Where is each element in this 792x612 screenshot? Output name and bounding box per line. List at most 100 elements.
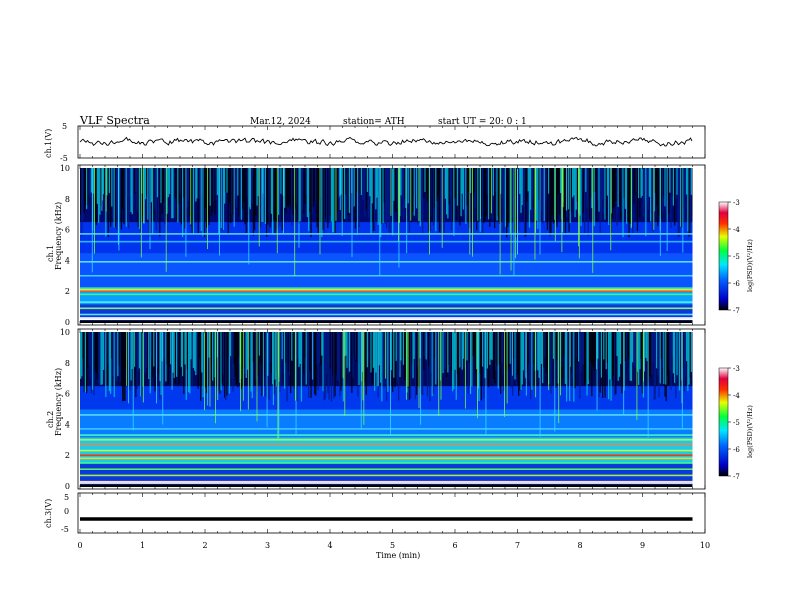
spectrogram-streak	[120, 168, 123, 230]
spectrogram-spike	[399, 332, 401, 378]
spectrogram-streak	[606, 168, 609, 196]
spectrogram-streak	[460, 168, 462, 217]
spectrogram-streak	[87, 332, 89, 368]
spectrogram-line	[80, 443, 693, 446]
spectrogram-spike	[464, 332, 466, 409]
spectrogram-streak	[141, 332, 143, 397]
spectrogram-streak	[194, 332, 196, 371]
spectrogram-spike	[262, 168, 264, 223]
spectrogram-streak	[284, 332, 286, 389]
spectrogram-streak	[660, 168, 663, 219]
spectrogram-streak	[630, 332, 633, 382]
ch2-spec-ylabel-frequency: Frequency (kHz)	[54, 368, 63, 436]
spectrogram-spike	[514, 168, 516, 259]
spectrogram-streak	[246, 168, 249, 197]
spectrogram-streak	[104, 168, 106, 199]
spectrogram-streak	[598, 332, 600, 397]
spectrogram-streak	[423, 332, 425, 371]
spectrogram-streak	[671, 168, 673, 197]
spectrogram-streak	[179, 332, 181, 376]
spectrogram-streak	[318, 168, 321, 200]
colorbar-ch1: -3 -4 -5 -6 -7 log(PSD)(V²/Hz)	[718, 199, 754, 315]
spectrogram-streak	[496, 168, 498, 221]
spectrogram-line	[80, 457, 693, 460]
spectrogram-streak	[662, 332, 664, 368]
spectrogram-streak	[582, 168, 585, 213]
spectrogram-streak	[430, 168, 432, 216]
spectrogram-streak	[200, 168, 202, 223]
spectrogram-line	[80, 449, 693, 452]
spectrogram-streak	[194, 168, 196, 197]
spectrogram-streak	[431, 168, 433, 222]
x-tick-label: 8	[577, 541, 582, 550]
colorbar-tick-label: -5	[733, 419, 740, 427]
spectrogram-streak	[495, 168, 497, 193]
spectrogram-streak	[113, 332, 115, 398]
spectrogram-streak	[549, 332, 551, 383]
spectrogram-streak	[309, 168, 311, 212]
spectrogram-streak	[165, 332, 167, 382]
spectrogram-spike	[148, 332, 150, 380]
spectrogram-streak	[268, 168, 270, 232]
spectrogram-streak	[347, 168, 349, 216]
spectrogram-streak	[218, 332, 220, 391]
spectrogram-streak	[176, 168, 178, 221]
spectrogram-streak	[465, 332, 467, 365]
spectrogram-streak	[605, 168, 607, 220]
spectrogram-spike	[117, 168, 119, 245]
spectrogram-streak	[111, 168, 113, 207]
spectrogram-streak	[387, 168, 389, 221]
spectrogram-streak	[540, 332, 543, 364]
spectrogram-streak	[442, 168, 444, 223]
ch1-ylabel: ch.1(V)	[44, 129, 53, 158]
spectrogram-streak	[489, 332, 491, 365]
spectrogram-streak	[484, 332, 486, 379]
spectrogram-streak	[286, 332, 288, 402]
spectrogram-spike	[342, 332, 344, 379]
spectrogram-streak	[528, 332, 531, 381]
spectrogram-spike	[149, 168, 151, 250]
spectrogram-streak	[336, 332, 339, 380]
spectrogram-streak	[664, 168, 666, 207]
spectrogram-streak	[347, 332, 349, 374]
spectrogram-streak	[317, 168, 319, 234]
spectrogram-spike	[477, 332, 479, 419]
spectrogram-streak	[212, 168, 214, 212]
spectrogram-streak	[160, 168, 162, 203]
spectrogram-streak	[341, 332, 343, 378]
spectrogram-streak	[362, 168, 364, 200]
spectrogram-streak	[621, 168, 623, 212]
spectrogram-streak	[364, 332, 366, 382]
y-tick-label: 6	[65, 226, 70, 235]
spectrogram-streak	[93, 168, 95, 194]
spectrogram-spike	[407, 332, 409, 387]
spectrogram-streak	[677, 332, 679, 357]
spectrogram-streak	[370, 332, 372, 373]
spectrogram-streak	[476, 332, 478, 370]
spectrogram-band	[80, 288, 693, 305]
spectrogram-streak	[444, 332, 447, 369]
spectrogram-streak	[342, 168, 345, 221]
spectrogram-streak	[238, 332, 240, 358]
spectrogram-streak	[290, 168, 292, 210]
spectrogram-spike	[165, 168, 167, 272]
spectrogram-streak	[490, 332, 492, 360]
spectrogram-streak	[434, 168, 436, 209]
spectrogram-spike	[335, 168, 337, 221]
spectrogram-streak	[690, 168, 693, 195]
spectrogram-spike	[240, 332, 242, 379]
spectrogram-streak	[551, 168, 553, 216]
spectrogram-spike	[171, 332, 173, 390]
spectrogram-streak	[670, 168, 672, 228]
spectrogram-streak	[494, 332, 496, 384]
spectrogram-streak	[690, 332, 693, 372]
spectrogram-streak	[329, 332, 331, 369]
spectrogram-streak	[677, 168, 679, 237]
colorbar-tick-label: -5	[733, 253, 740, 261]
spectrogram-streak	[426, 168, 429, 202]
spectrogram-spike	[592, 168, 594, 273]
spectrogram-streak	[473, 332, 475, 357]
spectrogram-streak	[250, 332, 252, 392]
spectrogram-streak	[502, 168, 504, 234]
spectrogram-streak	[184, 332, 186, 365]
